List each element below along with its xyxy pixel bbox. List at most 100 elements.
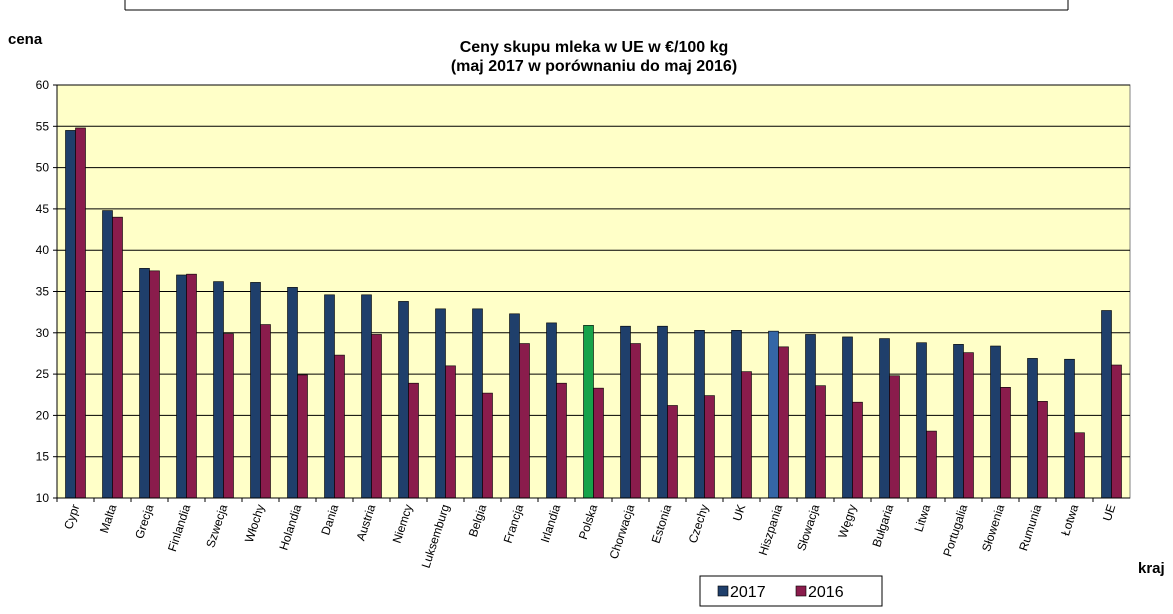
bar (334, 354, 345, 499)
bar (768, 330, 779, 499)
bar (953, 344, 964, 499)
x-tick-label: UE (1100, 503, 1118, 523)
y-axis-title: cena (8, 31, 43, 48)
legend-swatch (717, 585, 729, 597)
chart-title: Ceny skupu mleka w UE w €/100 kg (460, 39, 729, 56)
x-tick-label: Polska (576, 502, 601, 541)
bar (519, 343, 530, 499)
bar (371, 334, 382, 499)
x-tick-label: Luksemburg (419, 503, 453, 570)
bar (704, 395, 715, 499)
y-tick-label: 20 (36, 408, 50, 422)
bar (213, 281, 224, 499)
x-tick-label: Słowacja (794, 502, 822, 552)
bar (408, 382, 419, 499)
x-tick-label: Irlandia (538, 502, 564, 544)
bar (620, 325, 631, 499)
bar (250, 282, 261, 499)
x-tick-label: Szwecja (203, 502, 230, 549)
x-tick-label: Łotwa (1058, 502, 1081, 537)
x-tick-label: Estonia (649, 502, 675, 545)
x-tick-label: Włochy (242, 503, 267, 545)
bar (731, 330, 742, 499)
bar (593, 387, 604, 499)
bar (741, 371, 752, 499)
bar (75, 127, 86, 499)
x-tick-label: Austria (353, 502, 378, 542)
x-tick-label: Finlandia (165, 502, 193, 553)
bar (297, 374, 308, 499)
x-tick-label: Rumunia (1016, 502, 1044, 552)
x-tick-label: Grecja (132, 502, 156, 540)
x-tick-label: UK (730, 503, 748, 523)
bar (556, 382, 567, 499)
bar (472, 308, 483, 499)
y-tick-label: 10 (36, 491, 50, 505)
bar (139, 268, 150, 499)
bar (1027, 358, 1038, 499)
y-tick-label: 40 (36, 243, 50, 257)
bar (842, 336, 853, 499)
legend-box (699, 575, 883, 607)
bar (1111, 364, 1122, 499)
legend-swatch (795, 585, 807, 597)
legend-label: 2016 (808, 584, 844, 601)
bar (1037, 401, 1048, 499)
x-tick-label: Litwa (911, 502, 933, 533)
x-tick-label: Dania (318, 502, 341, 536)
bar (112, 216, 123, 499)
bar (445, 365, 456, 499)
bar (361, 294, 372, 499)
bar (65, 130, 76, 499)
legend-label: 2017 (730, 584, 766, 601)
bar (778, 346, 789, 499)
bar (815, 385, 826, 499)
bar (1000, 387, 1011, 499)
bar (1074, 432, 1085, 499)
y-tick-label: 25 (36, 367, 50, 381)
bar (546, 322, 557, 499)
x-tick-label: Cypr (61, 503, 82, 531)
x-tick-label: Niemcy (390, 503, 416, 545)
bar (694, 330, 705, 499)
bar (926, 430, 937, 499)
bar (583, 325, 594, 499)
bar (1101, 310, 1112, 499)
chart-subtitle: (maj 2017 w porównaniu do maj 2016) (451, 58, 737, 75)
x-tick-label: Francja (501, 502, 527, 545)
bar (990, 345, 1001, 499)
bar (852, 401, 863, 499)
bar (889, 375, 900, 499)
bar (509, 313, 520, 499)
bar (667, 405, 678, 499)
x-tick-label: Hiszpania (756, 502, 786, 557)
bar (963, 352, 974, 499)
y-tick-label: 45 (36, 202, 50, 216)
bar (879, 338, 890, 499)
bar (176, 274, 187, 499)
x-tick-label: Malta (97, 502, 119, 535)
y-tick-label: 35 (36, 285, 50, 299)
x-tick-label: Chorwacja (607, 502, 638, 561)
bar (102, 210, 113, 499)
bar (149, 270, 160, 499)
bar (223, 333, 234, 499)
bar (398, 301, 409, 499)
bar (186, 273, 197, 499)
bar (630, 343, 641, 499)
bar (287, 287, 298, 499)
x-tick-label: Belgia (466, 502, 490, 538)
x-tick-label: Czechy (686, 503, 712, 545)
x-tick-label: Węgry (835, 503, 859, 540)
y-tick-label: 60 (36, 78, 50, 92)
bar (657, 325, 668, 499)
bar (805, 334, 816, 499)
y-tick-label: 50 (36, 161, 50, 175)
x-axis-title: kraj (1138, 560, 1165, 577)
x-tick-label: Holandia (276, 502, 304, 552)
bar (435, 308, 446, 499)
y-tick-label: 30 (36, 326, 50, 340)
bar (482, 392, 493, 499)
x-tick-label: Bułgaria (869, 502, 896, 549)
